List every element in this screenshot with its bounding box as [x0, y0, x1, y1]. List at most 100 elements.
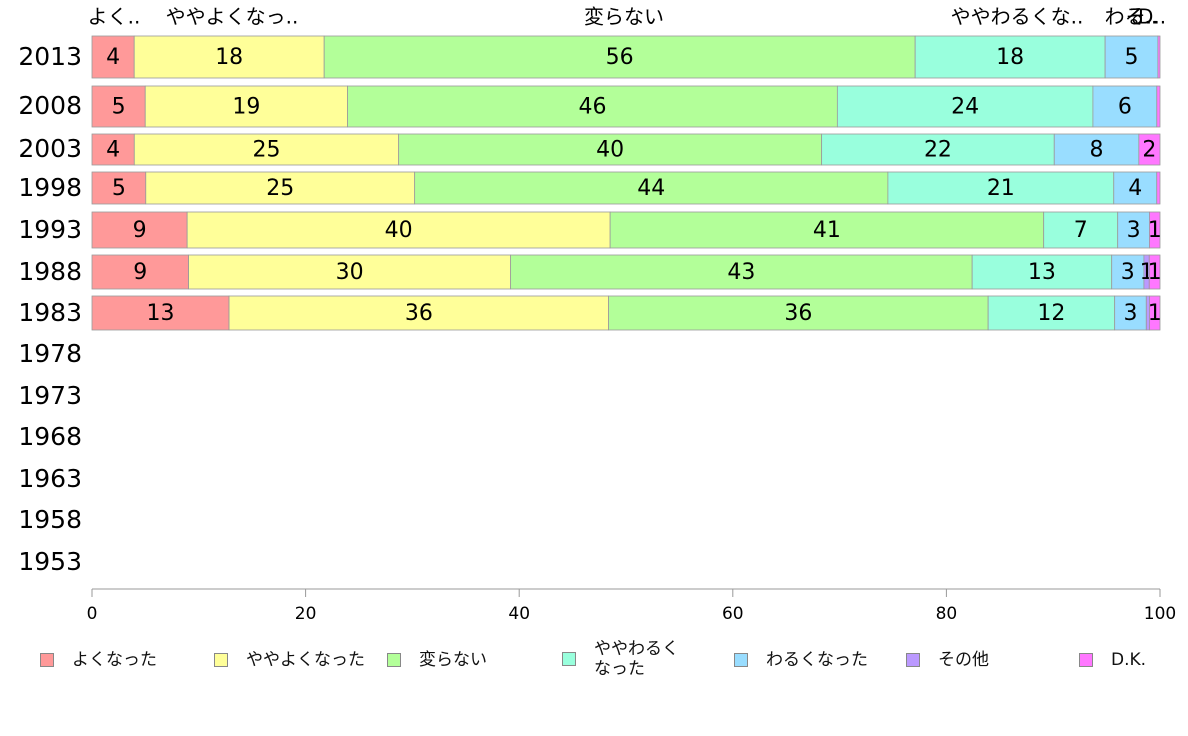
bar-segment — [1117, 211, 1150, 249]
data-label: 36 — [784, 301, 812, 326]
x-tick-label: 0 — [87, 604, 98, 624]
data-label: 56 — [606, 45, 634, 70]
data-label: 25 — [252, 138, 280, 163]
bar-segment — [1104, 35, 1159, 79]
x-tick-label: 80 — [936, 604, 958, 624]
data-label: 6 — [1118, 95, 1132, 120]
legend-swatch — [387, 653, 401, 667]
legend-label: わるくなった — [766, 650, 868, 670]
legend-label: ややわるく なった — [594, 639, 679, 679]
category-label: 2003 — [18, 134, 82, 163]
category-label: 1983 — [18, 298, 82, 327]
data-label: 36 — [405, 301, 433, 326]
data-label: 40 — [596, 138, 624, 163]
legend-item-warukunatta: わるくなった — [734, 650, 868, 670]
data-label: 4 — [106, 138, 120, 163]
legend-label: ややよくなった — [246, 650, 365, 670]
data-label: 46 — [578, 95, 606, 120]
bar-segment — [1114, 295, 1147, 331]
bar-segment — [1149, 295, 1161, 331]
series-top-label: D.. — [1138, 5, 1166, 29]
series-top-label: そ.. — [1126, 5, 1159, 29]
category-label: 1963 — [18, 464, 82, 493]
x-tick-label: 40 — [508, 604, 530, 624]
data-label: 9 — [133, 260, 147, 285]
legend: よくなった ややよくなった 変らない ややわるく なった わるくなった その他 … — [0, 636, 1188, 692]
bar-segment — [1157, 35, 1161, 79]
category-label: 1968 — [18, 422, 82, 451]
bar-segment — [186, 211, 611, 249]
legend-swatch — [214, 653, 228, 667]
data-label: 1 — [1148, 301, 1162, 326]
bar-segment — [987, 295, 1116, 331]
bar-segment — [347, 85, 838, 128]
bar-segment — [91, 295, 230, 331]
bar-segment — [1156, 171, 1161, 205]
bar-segment — [609, 211, 1045, 249]
legend-item-kawaranai: 変らない — [387, 650, 487, 670]
legend-item-yayawarukunatta: ややわるく なった — [562, 639, 679, 679]
bar-segment — [133, 133, 400, 166]
data-label: 24 — [951, 95, 979, 120]
bar-segment — [91, 211, 188, 249]
category-label: 1973 — [18, 381, 82, 410]
bar-segment — [1156, 85, 1161, 128]
data-label: 3 — [1121, 260, 1135, 285]
legend-swatch — [906, 653, 920, 667]
category-label: 2008 — [18, 91, 82, 120]
bar-segment — [91, 85, 146, 128]
legend-swatch — [1079, 653, 1093, 667]
bar-segment — [821, 133, 1055, 166]
data-label: 4 — [1128, 176, 1142, 201]
data-label: 19 — [232, 95, 260, 120]
legend-item-yayayokunatta: ややよくなった — [214, 650, 365, 670]
x-tick-label: 60 — [722, 604, 744, 624]
series-top-label: わる.. — [1105, 5, 1158, 29]
data-label: 3 — [1127, 218, 1141, 243]
data-label: 43 — [727, 260, 755, 285]
bar-segment — [914, 35, 1106, 79]
category-label: 1993 — [18, 215, 82, 244]
data-label: 1 — [1148, 218, 1162, 243]
category-label: 1958 — [18, 505, 82, 534]
legend-swatch — [734, 653, 748, 667]
data-label: 22 — [924, 138, 952, 163]
data-label: 21 — [987, 176, 1015, 201]
category-label: 2013 — [18, 42, 82, 71]
bar-segment — [1092, 85, 1158, 128]
x-tick-label: 20 — [295, 604, 317, 624]
bar-segment — [414, 171, 889, 205]
data-label: 2 — [1142, 138, 1156, 163]
bar-segment — [510, 254, 973, 290]
category-label: 1978 — [18, 339, 82, 368]
data-label: 7 — [1074, 218, 1088, 243]
x-tick-label: 100 — [1144, 604, 1176, 624]
category-label: 1953 — [18, 547, 82, 576]
data-label: 3 — [1123, 301, 1137, 326]
legend-label: その他 — [938, 650, 989, 670]
legend-item-dk: D.K. — [1079, 650, 1146, 670]
bar-segment — [1148, 254, 1161, 290]
data-label: 41 — [813, 218, 841, 243]
bar-segment — [1138, 133, 1161, 166]
data-label: 18 — [996, 45, 1024, 70]
data-label: 13 — [1028, 260, 1056, 285]
bar-segment — [228, 295, 610, 331]
bar-segment — [91, 133, 135, 166]
data-label: 4 — [106, 45, 120, 70]
data-label: 18 — [215, 45, 243, 70]
legend-item-yokunatta: よくなった — [40, 650, 157, 670]
series-top-label: ややよくなっ.. — [166, 5, 299, 29]
bar-segment — [1043, 211, 1119, 249]
bar-segment — [1149, 211, 1161, 249]
legend-item-sonota: その他 — [906, 650, 989, 670]
data-label: 9 — [133, 218, 147, 243]
data-label: 40 — [385, 218, 413, 243]
bar-segment — [971, 254, 1113, 290]
data-label: 5 — [112, 176, 126, 201]
data-label: 5 — [112, 95, 126, 120]
data-label: 44 — [637, 176, 665, 201]
series-top-label: 変らない — [584, 5, 664, 29]
data-label: 5 — [1125, 45, 1139, 70]
